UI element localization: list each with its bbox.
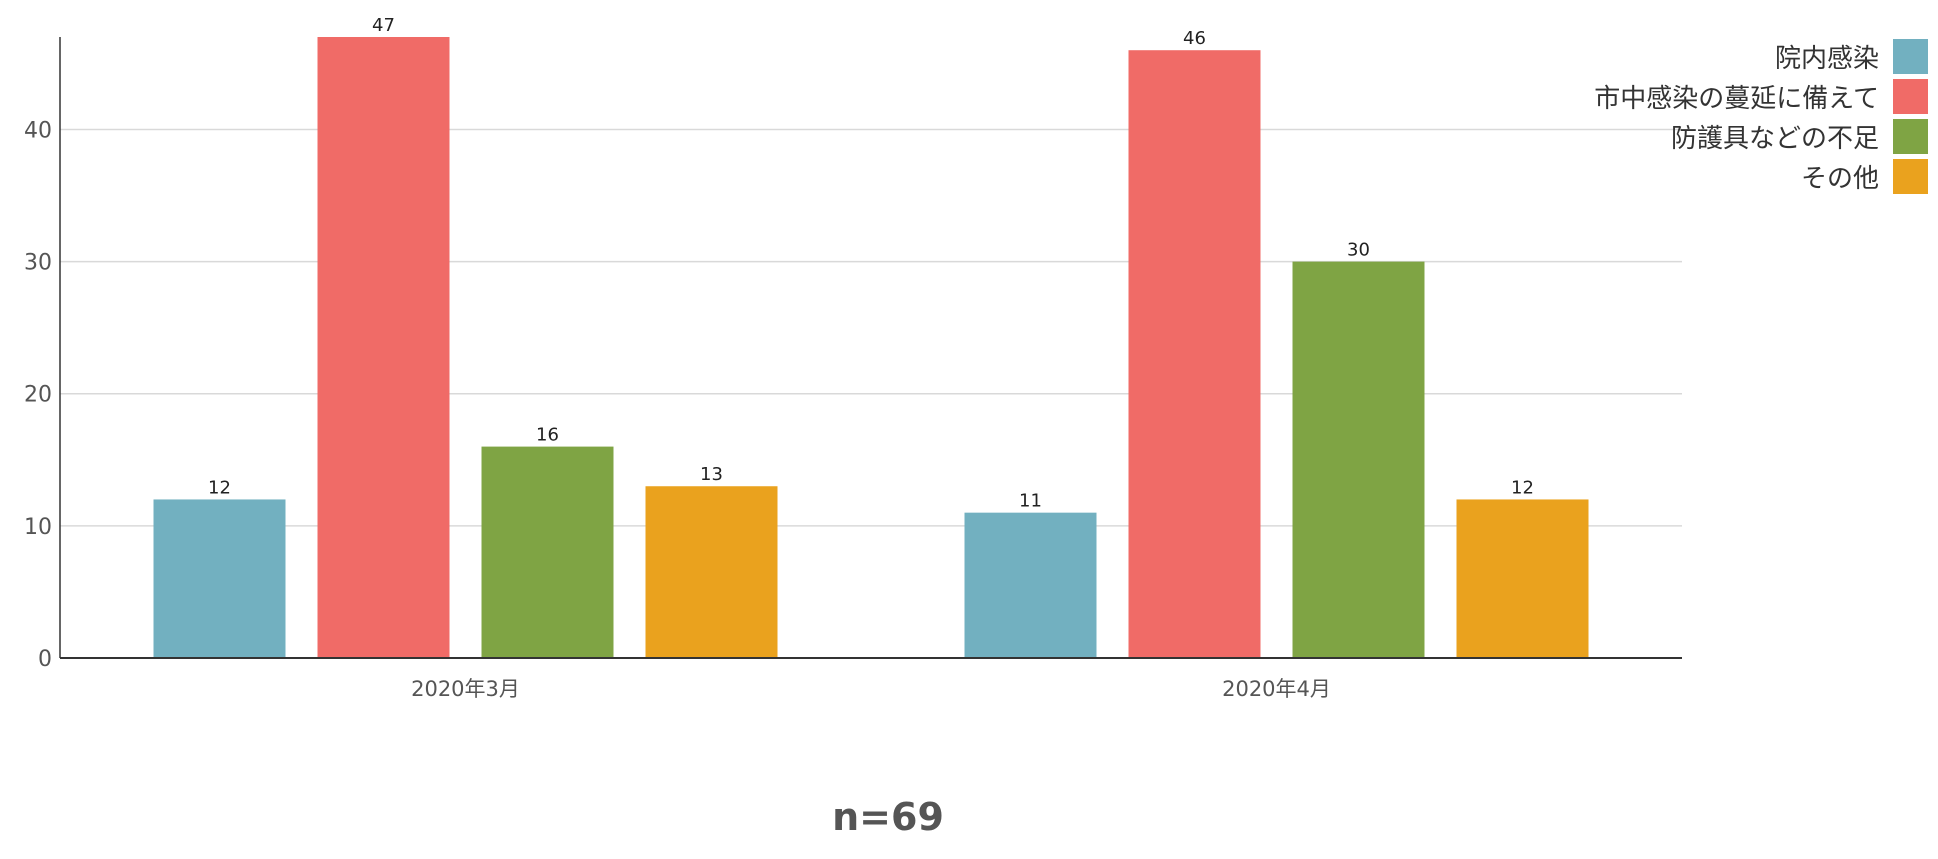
- legend-swatch: [1893, 158, 1928, 194]
- legend-item: 市中感染の蔓延に備えて: [1594, 76, 1928, 116]
- data-label: 30: [1347, 240, 1370, 261]
- legend-item: 防護具などの不足: [1594, 116, 1928, 156]
- legend-item: 院内感染: [1594, 36, 1928, 76]
- legend-swatch: [1893, 38, 1928, 74]
- data-label: 11: [1019, 491, 1042, 512]
- bars: [153, 37, 1589, 658]
- chart-legend: 院内感染市中感染の蔓延に備えて防護具などの不足その他: [1594, 36, 1928, 196]
- bar: [1128, 50, 1261, 658]
- data-label: 47: [372, 15, 395, 36]
- bar: [481, 446, 614, 658]
- bar: [645, 486, 778, 658]
- bar: [317, 37, 450, 658]
- legend-swatch: [1893, 78, 1928, 114]
- y-tick-label: 30: [24, 251, 52, 276]
- legend-label: 防護具などの不足: [1670, 123, 1879, 154]
- bar: [964, 512, 1097, 658]
- gridlines: [60, 128, 1682, 527]
- bar: [1292, 261, 1425, 658]
- data-label: 13: [700, 464, 723, 485]
- data-labels: 12 47 16 13 11 46 30 12: [208, 15, 1534, 512]
- legend-label: その他: [1800, 163, 1879, 194]
- data-label: 12: [1511, 477, 1534, 498]
- y-axis-tick-labels: 0 10 20 30 40: [24, 118, 52, 672]
- legend-swatch: [1893, 118, 1928, 154]
- y-tick-label: 20: [24, 383, 52, 408]
- legend-label: 市中感染の蔓延に備えて: [1594, 83, 1879, 114]
- sample-size-note: n=69: [832, 795, 944, 839]
- data-label: 46: [1183, 28, 1206, 49]
- x-tick-label: 2020年4月: [1222, 677, 1331, 701]
- bar: [1456, 499, 1589, 658]
- y-tick-label: 0: [38, 647, 52, 672]
- y-tick-label: 10: [24, 515, 52, 540]
- legend-label: 院内感染: [1774, 43, 1879, 74]
- data-label: 12: [208, 477, 231, 498]
- y-tick-label: 40: [24, 118, 52, 143]
- x-axis-tick-labels: 2020年3月 2020年4月: [411, 677, 1331, 701]
- bar: [153, 499, 286, 658]
- x-tick-label: 2020年3月: [411, 677, 520, 701]
- legend-item: その他: [1594, 156, 1928, 196]
- axes: [59, 37, 1682, 659]
- data-label: 16: [536, 425, 559, 446]
